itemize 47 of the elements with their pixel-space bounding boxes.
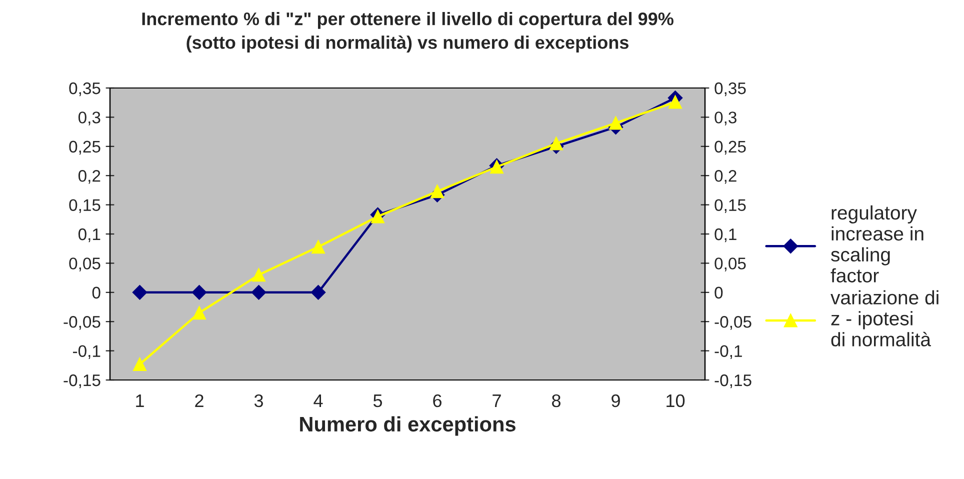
- point: [430, 184, 444, 198]
- point: [192, 285, 207, 300]
- x-tick-label: 6: [433, 394, 442, 408]
- point: [132, 285, 148, 300]
- y-tick-label: -0,1: [72, 345, 100, 359]
- y2-tick-label: 0: [714, 286, 723, 299]
- y-tick-label: -0,05: [64, 316, 100, 330]
- chart-title: Incremento % di "z" per ottenere il livello di copertura del 99% (sotto ipotesi di normalità) vs numero di exceptions: [142, 12, 674, 52]
- y-tick-label: 0,15: [69, 199, 100, 213]
- y2-tick-label: -0,1: [714, 345, 742, 359]
- legend-label: variazione di z - ipotesi di normalità: [830, 290, 938, 346]
- y-tick-label: 0,05: [69, 258, 100, 272]
- y2-tick-label: 0,25: [714, 140, 746, 155]
- point: [311, 240, 326, 254]
- y2-tick-label: 0,05: [714, 258, 746, 272]
- point: [608, 116, 623, 130]
- x-tick-label: 7: [492, 394, 501, 407]
- x-tick-label: 5: [373, 394, 382, 408]
- y-tick-label: -0,15: [64, 374, 100, 388]
- x-tick-label: 10: [666, 394, 685, 408]
- x-axis-title: Numero di exceptions: [300, 416, 516, 436]
- y-tick-label: 0,2: [78, 170, 100, 184]
- point: [132, 357, 147, 371]
- x-tick-label: 9: [612, 394, 620, 408]
- y2-tick-label: 0,1: [714, 228, 736, 242]
- y2-tick-label: 0,2: [714, 170, 736, 184]
- x-tick-label: 8: [552, 394, 560, 408]
- point: [252, 268, 266, 282]
- x-tick-label: 2: [195, 394, 204, 407]
- y-tick-label: 0,1: [78, 228, 100, 242]
- point: [668, 95, 682, 109]
- x-tick-label: 1: [136, 394, 144, 407]
- x-tick-label: 3: [254, 394, 263, 408]
- point: [310, 285, 326, 300]
- x-tick-label: 4: [314, 394, 323, 407]
- y2-tick-label: 0,3: [714, 112, 736, 126]
- y-tick-label: 0: [92, 286, 100, 299]
- point: [192, 306, 206, 320]
- y-tick-label: 0,25: [69, 140, 100, 155]
- point: [549, 136, 564, 150]
- y2-tick-label: -0,05: [714, 316, 752, 330]
- point: [251, 285, 266, 300]
- y-tick-label: 0,35: [69, 82, 100, 96]
- y-tick-label: 0,3: [78, 112, 100, 126]
- y2-tick-label: 0,15: [714, 199, 746, 213]
- y2-tick-label: -0,15: [714, 374, 752, 388]
- y2-tick-label: 0,35: [714, 82, 746, 96]
